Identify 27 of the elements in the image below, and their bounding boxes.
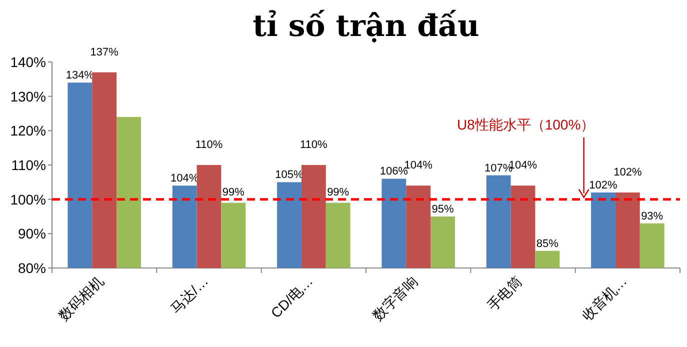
ref-line-label: U8性能水平（100%） — [456, 116, 595, 132]
data-label: 102% — [589, 179, 618, 192]
x-tick-label: 手电筒 — [484, 272, 526, 314]
data-label: 85% — [536, 238, 559, 250]
x-tick-label: 数字音响 — [370, 272, 420, 324]
y-tick-label: 110% — [11, 157, 46, 173]
x-tick-label: 数码相机 — [56, 272, 106, 324]
y-tick-label: 100% — [10, 191, 46, 208]
data-label: 110% — [300, 139, 328, 151]
data-label: 102% — [614, 166, 642, 178]
data-label: 99% — [222, 186, 245, 198]
chart-title: tỉ số trận đấu — [252, 9, 480, 44]
y-tick-label: 120% — [10, 122, 46, 139]
y-tick-label: 80% — [18, 260, 46, 276]
x-tick-label: 收音机… — [578, 272, 630, 324]
x-tick-label: CD/电… — [268, 272, 316, 321]
data-label: 95% — [432, 204, 454, 216]
x-tick-label: 马达/… — [167, 272, 212, 317]
data-label: 93% — [641, 210, 664, 222]
data-label: 106% — [380, 166, 408, 178]
data-label: 104% — [170, 172, 199, 185]
y-tick-label: 90% — [18, 226, 46, 242]
data-label: 110% — [195, 139, 223, 151]
y-tick-label: 130% — [10, 88, 46, 104]
data-label: 99% — [327, 186, 350, 198]
data-label: 137% — [90, 46, 119, 58]
y-tick-label: 140% — [10, 54, 46, 70]
